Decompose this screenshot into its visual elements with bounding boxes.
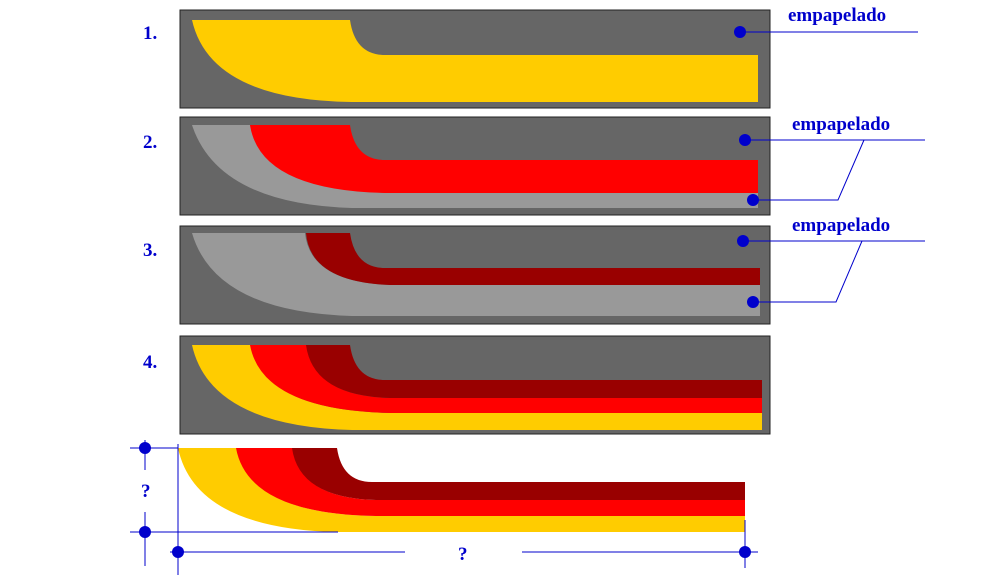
step-4-number: 4.: [143, 352, 157, 373]
dim-height-label: ?: [141, 481, 151, 502]
step-4-dark-red-layer: [306, 345, 762, 398]
step-3: 3. empapelado: [143, 215, 925, 325]
step-2-callout-label: empapelado: [792, 114, 890, 135]
step-2-callout-line-bottom: [753, 139, 865, 201]
step-2-gray-layer: [192, 125, 758, 208]
step-3-dark-red-layer: [306, 233, 760, 285]
result-profile: [178, 448, 745, 532]
result-dark-red-layer: [292, 448, 745, 500]
dim-width-left-dot: [172, 546, 184, 558]
step-1-yellow-layer: [192, 20, 758, 102]
step-3-callout-dot-bottom: [747, 296, 759, 308]
step-3-gray-layer: [192, 233, 760, 316]
dim-height-bottom-dot: [139, 526, 151, 538]
dimension-lines: ? ?: [130, 440, 758, 575]
step-3-number: 3.: [143, 240, 157, 261]
step-1-callout-label: empapelado: [788, 5, 886, 26]
step-1: 1. empapelado: [143, 5, 918, 109]
step-2-red-layer: [250, 125, 758, 193]
step-4: 4.: [143, 335, 771, 435]
dim-height-top-dot: [139, 442, 151, 454]
step-4-red-layer: [250, 345, 762, 413]
step-2-callout-dot-bottom: [747, 194, 759, 206]
result-red-layer: [236, 448, 745, 516]
step-3-callout-dot-top: [737, 235, 749, 247]
step-1-number: 1.: [143, 23, 157, 44]
step-1-callout-dot: [734, 26, 746, 38]
dim-width-label: ?: [458, 544, 468, 565]
step-2-callout-dot-top: [739, 134, 751, 146]
dim-width-right-dot: [739, 546, 751, 558]
step-3-callout-label: empapelado: [792, 215, 890, 236]
step-2: 2. empapelado: [143, 114, 925, 216]
step-4-yellow-layer: [192, 345, 762, 430]
result-yellow-layer: [178, 448, 745, 532]
step-2-number: 2.: [143, 132, 157, 153]
step-3-callout-line-bottom: [753, 240, 863, 303]
